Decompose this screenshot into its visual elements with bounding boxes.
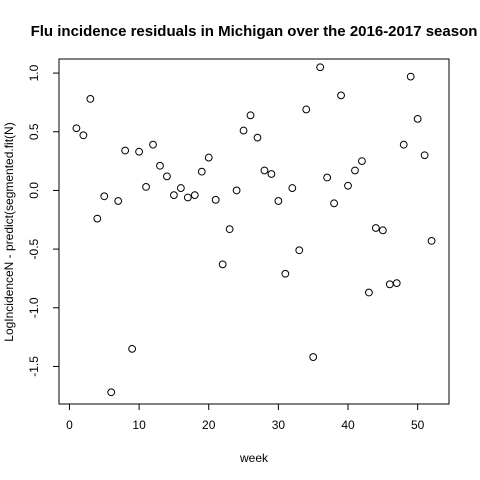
data-point [72,124,81,133]
data-point [93,214,102,223]
data-point [156,161,164,170]
data-point [330,199,338,208]
data-point [218,260,227,269]
data-point [385,280,394,289]
data-point [371,224,380,232]
data-point [337,91,345,100]
y-tick-label: 1.0 [27,64,41,81]
x-tick-label: 0 [66,418,73,432]
data-point [378,226,387,235]
data-point [274,197,283,205]
x-tick-label: 10 [132,418,146,432]
data-point [309,353,318,361]
x-axis-label: week [239,451,269,465]
data-point [288,184,297,192]
data-point [225,225,234,234]
data-point [365,288,373,297]
data-point [260,166,269,175]
data-point [232,186,241,195]
data-point [128,344,137,353]
plot-frame [58,58,450,405]
data-point [344,181,352,190]
data-point [427,236,436,245]
data-point [183,193,192,202]
x-tick-label: 40 [341,418,355,432]
data-point [114,197,123,205]
data-point [190,191,199,200]
data-point [149,140,157,149]
data-point [100,192,109,201]
data-point [197,167,206,176]
y-axis: -1.5 -1.0 -0.5 0.0 0.5 1.0 [27,64,60,377]
y-tick-label: -1.0 [27,297,41,318]
data-point [253,133,262,142]
data-point [392,279,401,288]
y-tick-label: -0.5 [27,238,41,259]
data-point [267,170,276,178]
y-axis-label: LogIncidenceN - predict(segmented.fit(N) [2,122,16,341]
data-point [135,147,143,156]
data-point [420,151,429,160]
y-tick-label: 0.5 [27,123,41,140]
data-point [176,184,185,192]
data-point [142,183,150,191]
data-point [204,153,213,162]
x-tick-label: 20 [202,418,216,432]
x-axis: 0 10 20 30 40 50 [66,403,425,432]
data-point [86,94,95,103]
data-point [323,173,332,182]
data-point [399,140,408,149]
x-tick-label: 50 [411,418,425,432]
data-point [121,146,130,155]
data-point [239,126,248,135]
data-point [316,63,325,72]
data-points [72,63,436,397]
x-tick-label: 30 [272,418,286,432]
data-point [358,157,366,165]
data-point [107,388,116,397]
data-point [163,172,171,181]
data-point [170,191,178,200]
y-tick-label: -1.5 [27,356,41,377]
data-point [246,111,255,120]
data-point [351,166,359,175]
chart-title: Flu incidence residuals in Michigan over… [31,23,478,40]
data-point [281,269,290,278]
data-point [211,195,220,204]
data-point [413,114,422,123]
data-point [406,72,415,81]
y-tick-label: 0.0 [27,182,41,199]
data-point [302,105,311,114]
data-point [79,131,88,140]
data-point [295,246,304,255]
